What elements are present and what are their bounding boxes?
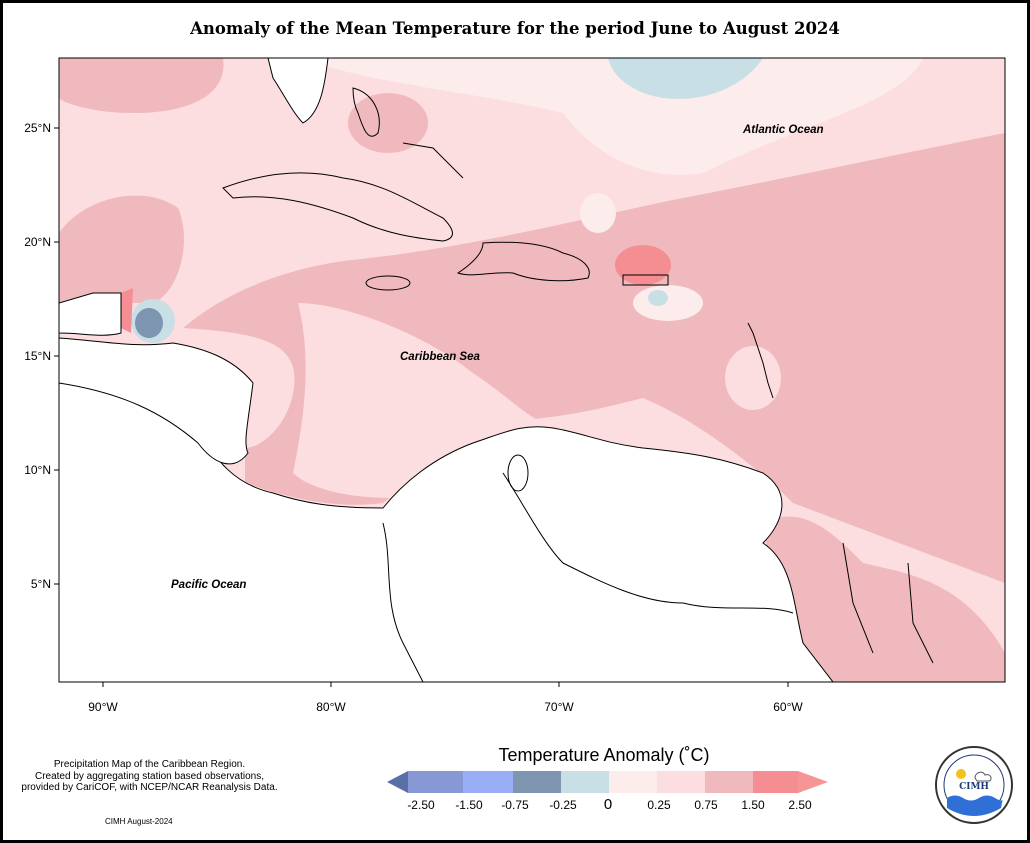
anomaly-south-moderate	[613, 406, 673, 450]
anomaly-guianas-warm	[763, 516, 1005, 682]
hispaniola-outline	[456, 241, 590, 282]
map-credit: CIMH August-2024	[105, 817, 173, 826]
lon-label: 70°W	[544, 700, 574, 714]
anomaly-low-region	[303, 58, 923, 175]
anomaly-bahamas-warm	[348, 93, 428, 153]
anomaly-gulf-warm	[59, 58, 224, 113]
legend-swatch	[561, 771, 609, 793]
map-notes: Precipitation Map of the Caribbean Regio…	[7, 759, 292, 794]
legend-title: Temperature Anomaly (˚C)	[498, 745, 710, 765]
plot-border	[58, 57, 1006, 683]
lat-axis: 25°N 20°N 15°N 10°N 5°N	[24, 121, 59, 591]
anomaly-caribbean-moderate	[293, 303, 543, 498]
sun-icon	[956, 769, 966, 779]
legend-colorbar: -2.50 -1.50 -0.75 -0.25 0 0.25 0.75 1.50…	[387, 771, 828, 813]
lon-label: 90°W	[88, 700, 118, 714]
legend-arrow-high	[798, 771, 828, 793]
legend-tick-label: 1.50	[741, 798, 765, 812]
map-title: Anomaly of the Mean Temperature for the …	[190, 19, 840, 38]
legend-tick-label: 0.75	[694, 798, 718, 812]
lon-axis: 90°W 80°W 70°W 60°W	[88, 682, 803, 714]
anomaly-atlantic-low	[580, 193, 616, 233]
colombia-venezuela-border	[502, 472, 684, 604]
map-canvas: Atlantic Ocean Caribbean Sea Pacific Oce…	[24, 57, 1006, 813]
anomaly-belize-hot	[121, 288, 133, 333]
anomaly-field	[59, 58, 1005, 682]
anomaly-yucatan-warm	[59, 195, 184, 303]
legend-swatch	[463, 771, 513, 793]
note-line: Precipitation Map of the Caribbean Regio…	[53, 759, 246, 770]
legend-tick-label: -0.75	[501, 798, 529, 812]
land-florida	[267, 58, 329, 124]
legend-tick-label: -0.25	[549, 798, 577, 812]
legend-tick-label: 0	[604, 796, 612, 813]
lat-label: 20°N	[24, 235, 51, 249]
legend-tick-label: 2.50	[788, 798, 812, 812]
anomaly-windward-moderate	[725, 346, 781, 410]
anomaly-belize-cold	[135, 308, 163, 338]
lat-label: 10°N	[24, 463, 51, 477]
legend-swatch	[609, 771, 657, 793]
land-masses	[59, 58, 834, 682]
island-outlines	[222, 87, 934, 682]
legend-tick-label: 0.25	[647, 798, 671, 812]
waves-icon	[947, 795, 1003, 816]
cimh-logo: CIMH	[935, 746, 1013, 824]
logo-text: CIMH	[959, 782, 989, 792]
land-honduras-nicaragua	[59, 337, 254, 465]
puerto-rico-outline	[622, 274, 669, 286]
lat-label: 5°N	[31, 577, 51, 591]
lon-label: 60°W	[773, 700, 803, 714]
bahamas-chain-outline	[402, 142, 464, 179]
legend-arrow-low	[387, 771, 408, 793]
lesser-antilles-outline	[747, 322, 774, 399]
venezuela-brazil-border	[682, 602, 794, 614]
caribbean-sea-label: Caribbean Sea	[400, 351, 480, 363]
land-mexico-guatemala	[59, 292, 122, 336]
suriname-border	[907, 562, 934, 664]
legend-swatch	[657, 771, 705, 793]
anomaly-vi-low	[633, 285, 703, 321]
guyana-border	[842, 542, 874, 654]
lake-maracaibo-outline	[507, 454, 529, 492]
atlantic-ocean-label: Atlantic Ocean	[742, 124, 824, 136]
anomaly-cool-atlantic	[608, 58, 763, 99]
cuba-outline	[222, 172, 453, 242]
bahamas-outline	[352, 87, 380, 137]
cloud-icon	[974, 771, 992, 782]
legend-swatch	[513, 771, 561, 793]
colombia-border	[382, 522, 424, 682]
legend-swatch	[705, 771, 753, 793]
cimh-logo-graphic	[943, 754, 1005, 816]
jamaica-outline	[365, 275, 411, 291]
legend-tick-label: -1.50	[455, 798, 483, 812]
lat-label: 15°N	[24, 349, 51, 363]
note-line: provided by CariCOF, with NCEP/NCAR Rean…	[21, 782, 278, 793]
anomaly-vi-cool	[648, 290, 668, 306]
legend-swatch	[753, 771, 798, 793]
pacific-ocean-label: Pacific Ocean	[171, 579, 246, 591]
legend-swatch	[408, 771, 463, 793]
note-line: Created by aggregating station based obs…	[34, 770, 265, 782]
legend-tick-label: -2.50	[407, 798, 435, 812]
lon-label: 80°W	[316, 700, 346, 714]
lat-label: 25°N	[24, 121, 51, 135]
